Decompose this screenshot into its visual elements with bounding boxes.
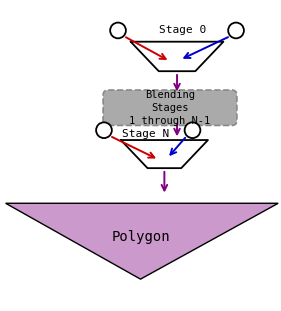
Polygon shape [6, 203, 278, 279]
Circle shape [228, 23, 244, 38]
Circle shape [185, 122, 200, 138]
Text: Stage 0: Stage 0 [159, 25, 206, 35]
Text: Polygon: Polygon [111, 230, 170, 244]
Text: Blending
Stages
1 through N-1: Blending Stages 1 through N-1 [129, 90, 211, 126]
Circle shape [110, 23, 126, 38]
Circle shape [96, 122, 112, 138]
Text: Stage N: Stage N [122, 129, 169, 139]
FancyBboxPatch shape [103, 90, 237, 125]
